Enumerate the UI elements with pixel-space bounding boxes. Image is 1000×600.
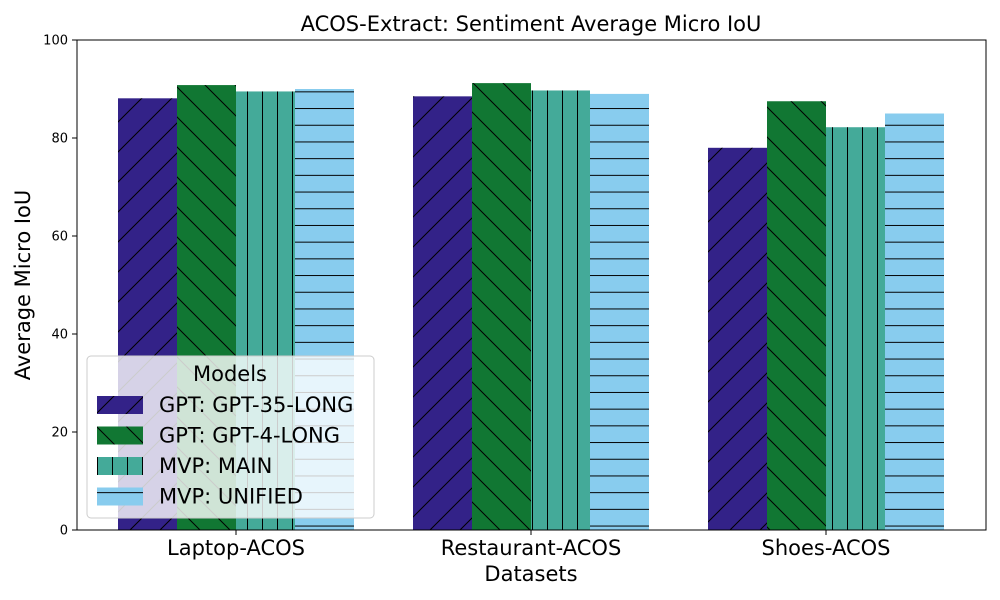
legend-swatch-hatch-4 (97, 487, 143, 506)
x-axis-label: Datasets (484, 562, 577, 586)
bar-hatch-restaurant-acos-series-2 (472, 83, 531, 531)
bar-hatch-shoes-acos-series-3 (826, 127, 885, 530)
bar-hatch-shoes-acos-series-4 (885, 113, 944, 530)
legend-swatch-hatch-1 (97, 396, 143, 414)
y-axis-label: Average Micro IoU (11, 190, 35, 381)
y-tick-label: 80 (51, 132, 68, 147)
bar-hatch-restaurant-acos-series-4 (590, 93, 649, 531)
y-tick-label: 0 (60, 524, 68, 539)
x-tick-label: Shoes-ACOS (762, 536, 891, 560)
bar-hatch-shoes-acos-series-2 (767, 101, 826, 530)
y-tick-label: 60 (51, 230, 68, 245)
legend-box (86, 355, 375, 519)
legend-label-3: MVP: MAIN (159, 454, 272, 478)
y-axis: 0 20 40 60 80 100 (43, 34, 77, 539)
legend-label-1: GPT: GPT-35-LONG (159, 393, 353, 417)
y-tick-label: 100 (43, 34, 68, 49)
x-axis: Laptop-ACOS Restaurant-ACOS Shoes-ACOS (167, 530, 890, 560)
bar-hatch-restaurant-acos-series-1 (413, 96, 472, 530)
legend-title: Models (193, 362, 267, 386)
legend: Models GPT: GPT-35-LONG GPT: GPT-4-LONG MVP… (86, 355, 375, 519)
legend-swatch-hatch-2 (97, 426, 143, 445)
bar-hatch-shoes-acos-series-1 (708, 147, 767, 531)
y-tick-label: 20 (51, 426, 68, 441)
bar-hatch-restaurant-acos-series-3 (531, 90, 590, 530)
x-tick-label: Restaurant-ACOS (441, 536, 622, 560)
legend-label-4: MVP: UNIFIED (159, 485, 303, 509)
x-tick-label: Laptop-ACOS (167, 536, 305, 560)
chart-title: ACOS-Extract: Sentiment Average Micro Io… (301, 12, 762, 36)
y-tick-label: 40 (51, 328, 68, 343)
legend-swatch-hatch-3 (97, 457, 143, 475)
legend-label-2: GPT: GPT-4-LONG (159, 424, 340, 448)
